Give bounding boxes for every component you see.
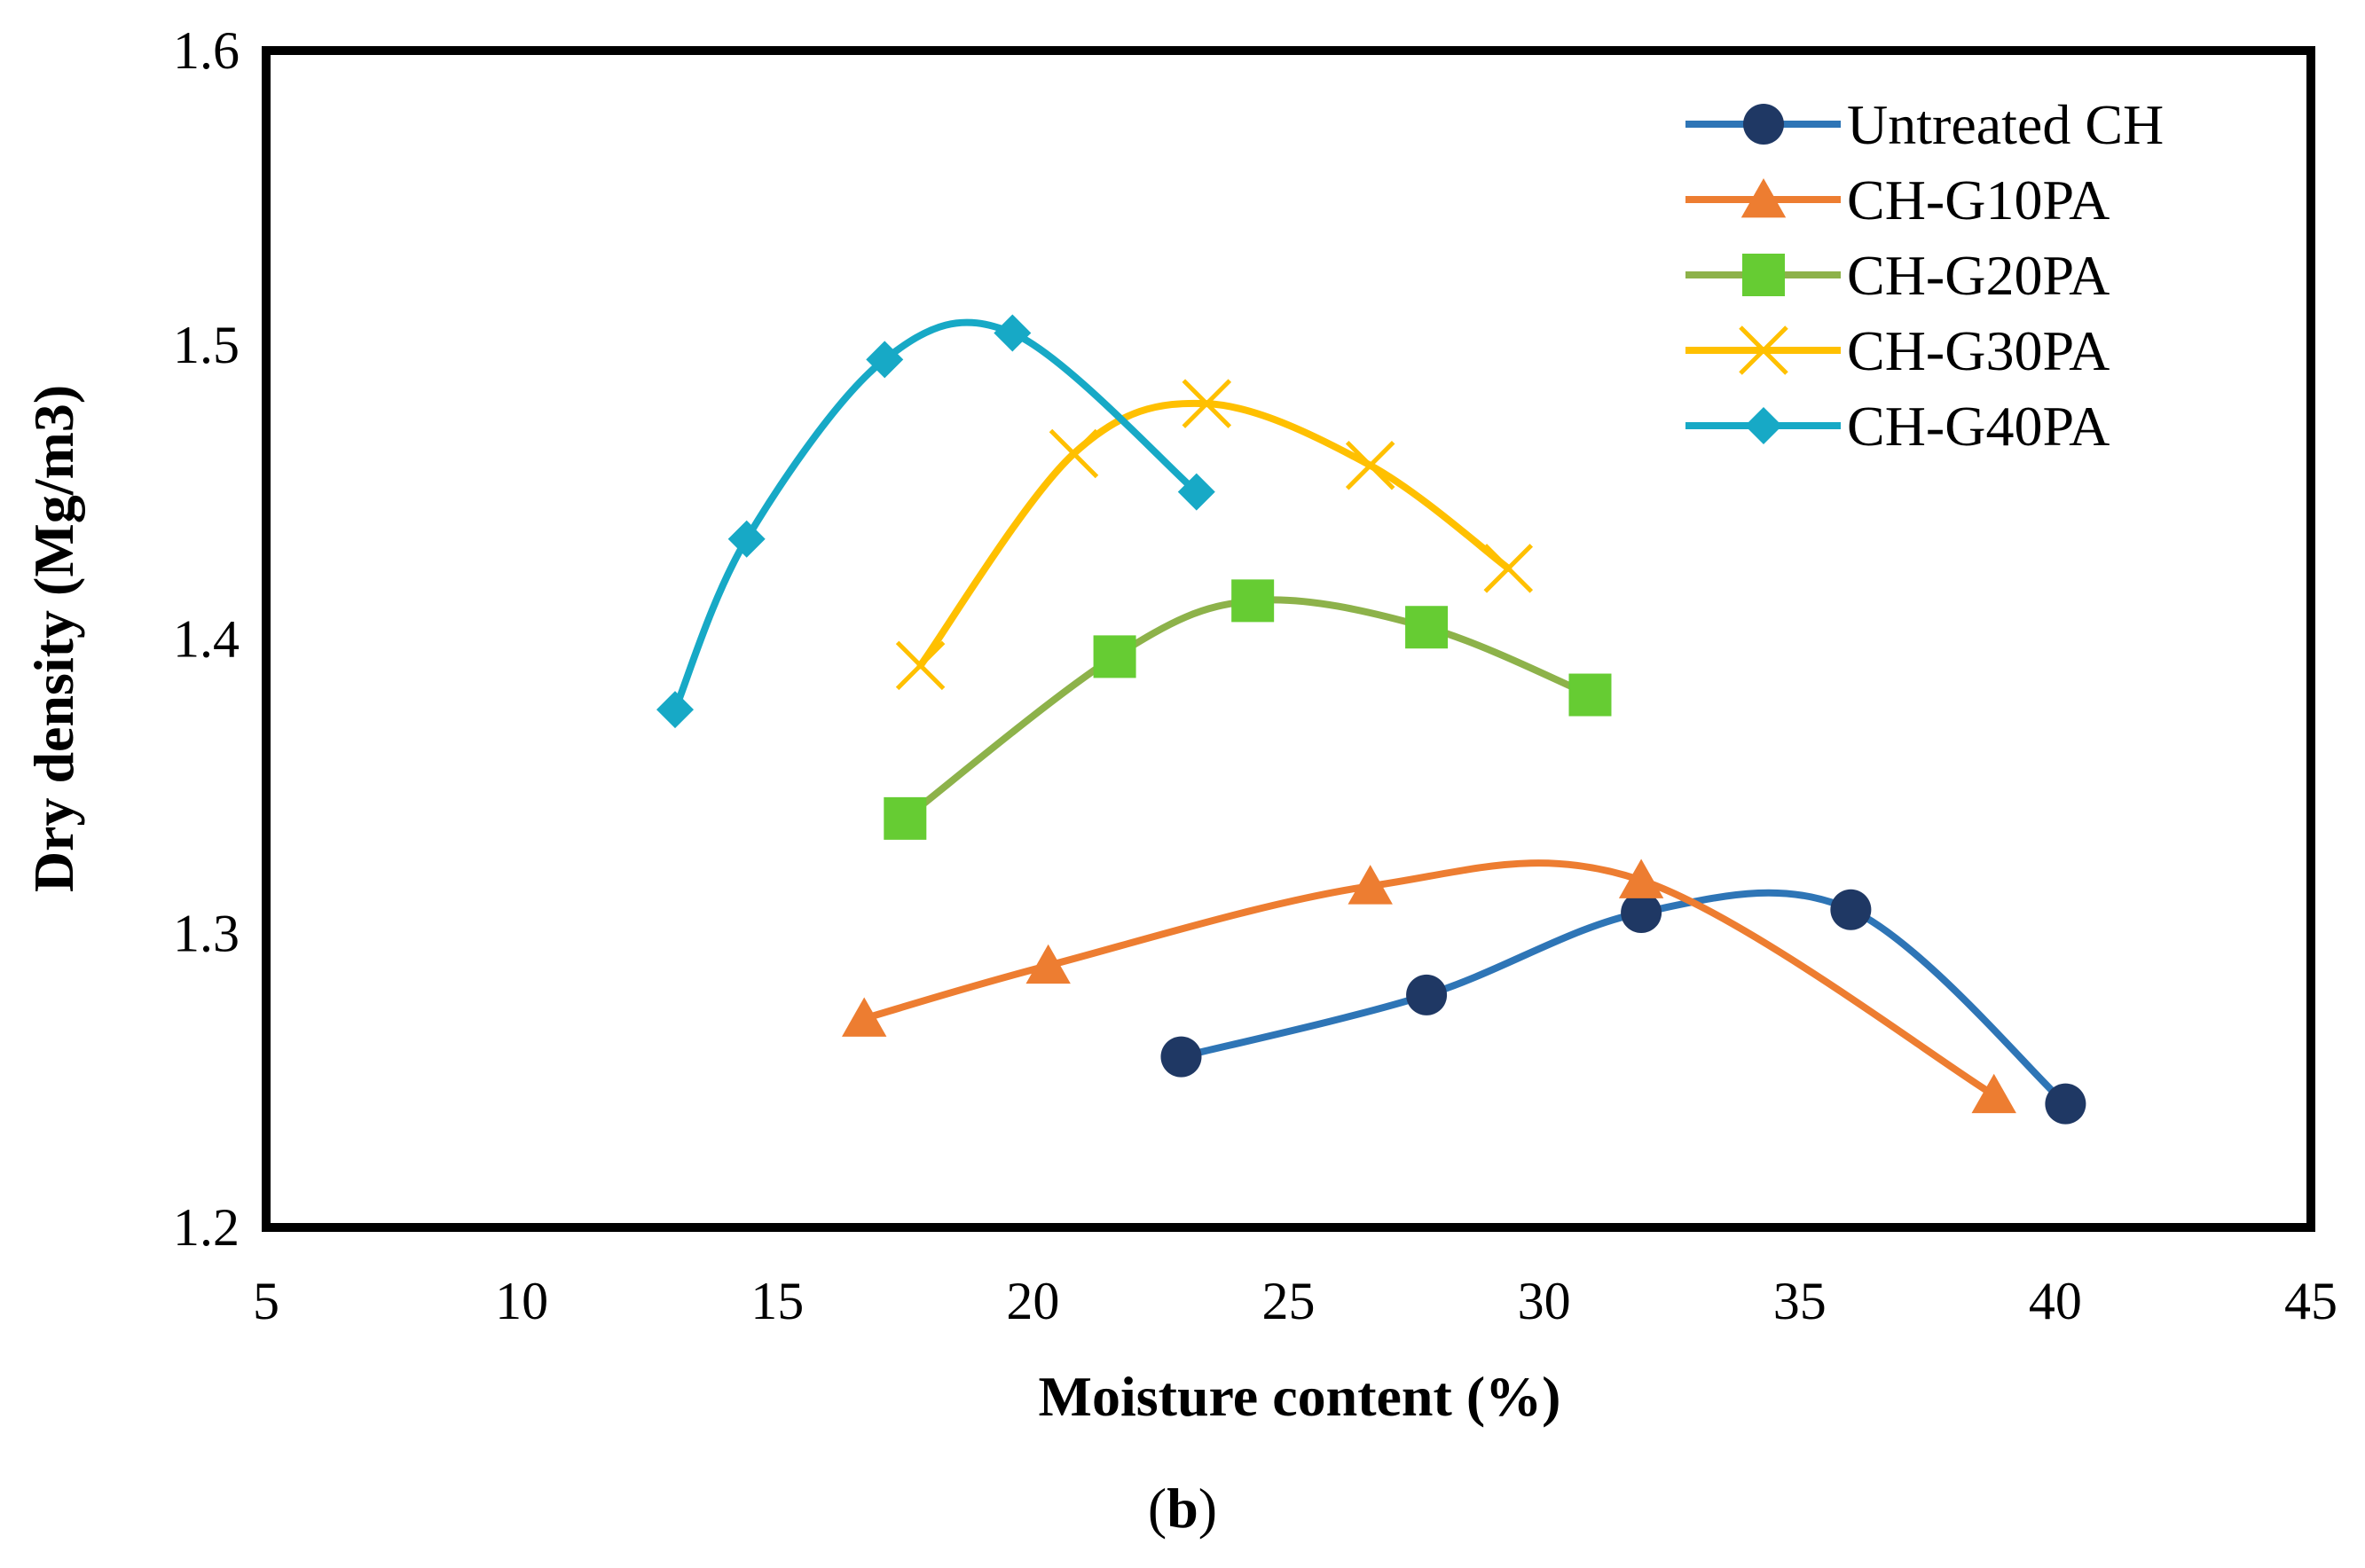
data-point	[2045, 1083, 2086, 1125]
data-point	[1568, 673, 1612, 717]
legend-marker	[1740, 178, 1787, 218]
y-tick-label: 1.3	[173, 904, 240, 962]
x-axis-tick-labels: 5 10 15 20 25 30 35 40 45	[253, 1272, 2338, 1330]
data-point	[1025, 944, 1071, 984]
x-tick-label: 30	[1518, 1272, 1571, 1330]
panel-label-letter: b	[1167, 1477, 1198, 1540]
data-point	[1621, 892, 1662, 934]
y-tick-label: 1.4	[173, 610, 240, 669]
data-point	[994, 314, 1032, 352]
series-line	[1177, 889, 2070, 1108]
plot-frame	[262, 46, 2315, 1232]
x-tick-label: 20	[1006, 1272, 1059, 1330]
x-tick-label: 5	[253, 1272, 279, 1330]
x-tick-label: 45	[2284, 1272, 2338, 1330]
legend-marker	[1743, 104, 1784, 145]
data-point	[842, 997, 887, 1037]
legend-marker	[1745, 407, 1782, 444]
data-point	[1348, 865, 1393, 905]
data-point	[1405, 606, 1449, 649]
legend-marker	[1742, 254, 1785, 296]
x-axis-title: Moisture content (%)	[1039, 1365, 1561, 1428]
data-point	[1182, 379, 1232, 428]
data-point	[727, 520, 766, 558]
series-ch-g40pa	[656, 314, 1215, 729]
legend-label: CH-G20PA	[1847, 244, 2110, 307]
data-point	[1406, 974, 1448, 1015]
y-tick-label: 1.5	[173, 316, 240, 374]
y-axis-tick-labels: 1.2 1.3 1.4 1.5 1.6	[173, 21, 240, 1257]
data-point	[884, 796, 927, 840]
legend-entry: Untreated CH	[1685, 93, 2164, 156]
data-point	[1618, 858, 1664, 898]
legend-label: CH-G10PA	[1847, 169, 2110, 231]
y-tick-label: 1.6	[173, 21, 240, 80]
series-ch-g20pa	[884, 579, 1612, 840]
x-tick-label: 25	[1262, 1272, 1316, 1330]
data-point	[1345, 440, 1395, 490]
series-layer	[656, 314, 2086, 1125]
x-tick-label: 10	[495, 1272, 548, 1330]
data-point	[1160, 1036, 1202, 1078]
series-line	[860, 859, 1998, 1099]
data-point	[656, 691, 694, 729]
legend-entry: CH-G10PA	[1685, 169, 2110, 231]
x-tick-label: 15	[750, 1272, 804, 1330]
series-untreated-ch	[1160, 889, 2086, 1125]
data-point	[1483, 544, 1534, 593]
legend-entry: CH-G40PA	[1685, 395, 2110, 458]
data-point	[1049, 428, 1099, 479]
legend-label: CH-G40PA	[1847, 395, 2110, 458]
data-point	[895, 640, 946, 691]
series-line	[901, 596, 1594, 822]
series-ch-g10pa	[842, 858, 2016, 1114]
data-point	[1177, 473, 1215, 511]
legend-entry: CH-G30PA	[1685, 319, 2110, 382]
data-point	[1830, 889, 1872, 930]
legend-label: CH-G30PA	[1847, 319, 2110, 382]
y-tick-label: 1.2	[173, 1198, 240, 1257]
legend-label: Untreated CH	[1847, 93, 2164, 156]
series-ch-g30pa	[895, 379, 1534, 691]
data-point	[1971, 1073, 2016, 1114]
data-point	[866, 341, 904, 379]
panel-label: (b)	[1148, 1477, 1217, 1540]
data-point	[1093, 635, 1136, 678]
y-axis-title: Dry density (Mg/m3)	[22, 385, 85, 892]
panel-label-open: (	[1148, 1477, 1167, 1540]
legend-marker	[1739, 325, 1788, 375]
legend: Untreated CH CH-G10PA CH-G20PA CH-G30PA CH-G…	[1685, 93, 2164, 458]
x-tick-label: 35	[1773, 1272, 1827, 1330]
legend-entry: CH-G20PA	[1685, 244, 2110, 307]
series-line	[916, 399, 1512, 670]
data-point	[1231, 579, 1275, 623]
x-tick-label: 40	[2029, 1272, 2082, 1330]
panel-label-close: )	[1198, 1477, 1217, 1540]
